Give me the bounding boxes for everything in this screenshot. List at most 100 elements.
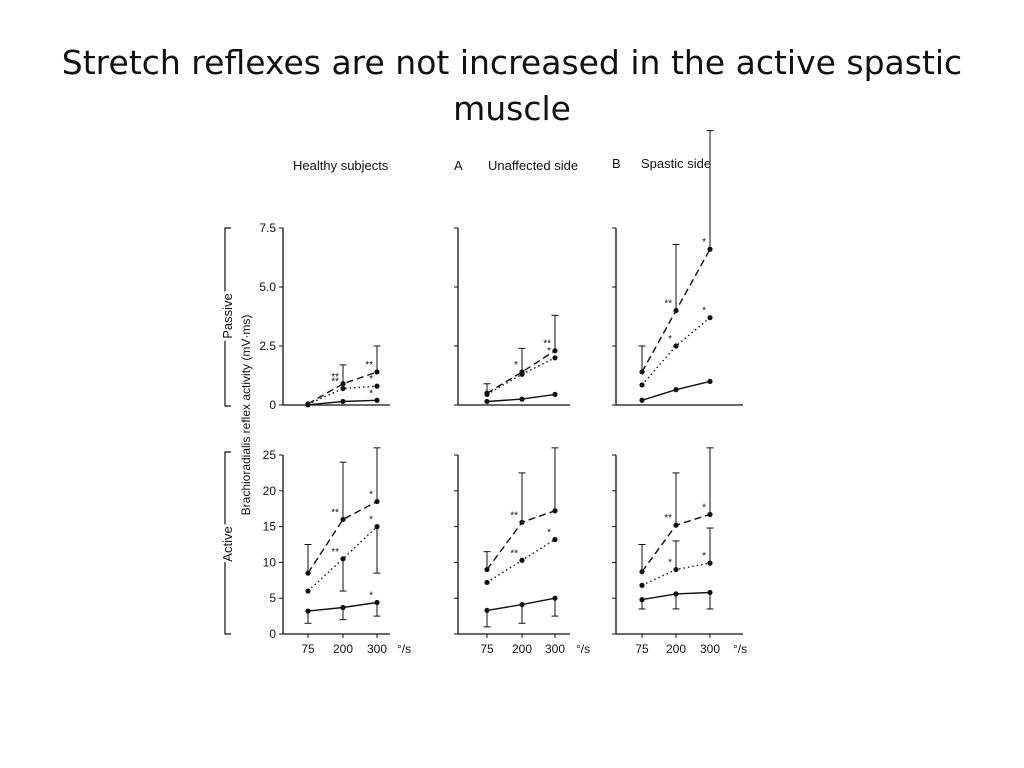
active-panel-3-dotted-series-point [707, 560, 713, 566]
significance-mark: * [702, 502, 706, 513]
active-panel-1-dashed-series-point [340, 516, 346, 523]
passive-panel-3-solid-series-point [707, 378, 713, 384]
active-panel-2-dashed-series-point [484, 566, 490, 573]
passive-panel-3-dotted-series-point [673, 343, 679, 349]
passive-panel-1-dashed-series-point [340, 381, 346, 387]
active-panel-1-solid-series-point [374, 599, 380, 606]
passive-panel-1-solid-series-point [340, 398, 346, 405]
passive-panel-1-solid-series-point [374, 397, 380, 403]
row-label-passive: Passive [220, 293, 235, 339]
passive-panel-1-dotted-series-point [374, 383, 380, 389]
significance-mark: * [369, 590, 373, 601]
active-panel-1-dashed-series-line [307, 500, 378, 574]
active-panel-3-dotted-series-point [673, 566, 679, 573]
active-panel-1-dotted-series-point [340, 556, 346, 562]
active-panel-2-dotted-series-point [484, 579, 490, 586]
passive-panel-3-dotted-series-point [707, 315, 713, 321]
passive-panel-1-solid-series-point [305, 402, 311, 408]
slide-title-line-1: Stretch reflexes are not increased in th… [61, 43, 963, 82]
passive-panel-1-dashed-series-point [374, 369, 380, 375]
significance-mark: ** [664, 299, 672, 310]
significance-mark: * [547, 346, 551, 357]
passive-panel-2-dotted-series-point [552, 355, 558, 361]
active-panel-1-dashed-series-point [374, 498, 380, 505]
slide-title: Stretch reflexes are not increased in th… [40, 40, 984, 132]
row-label-active: Active [220, 526, 235, 561]
significance-mark: * [668, 558, 672, 569]
active-panel-2-solid-series-point [552, 595, 558, 601]
y-tick-label: 20 [263, 484, 277, 498]
y-tick-label: 0 [269, 398, 276, 412]
active-panel-3-dashed-series-point [707, 511, 713, 518]
active-panel-1-dotted-series-point [305, 588, 311, 594]
x-tick-label: 300 [367, 642, 387, 656]
column-title-healthy: Healthy subjects [293, 158, 389, 173]
y-tick-label: 5 [269, 591, 276, 605]
active-panel-3-solid-series-point [639, 597, 645, 603]
significance-mark: * [369, 515, 373, 526]
active-panel-2-dotted-series-point [552, 536, 558, 543]
active-panel-1-solid-series-point [305, 608, 311, 614]
x-unit-label-spastic: °/s [733, 642, 747, 656]
active-panel-2-dashed-series-point [552, 508, 558, 514]
x-unit-label-unaffected: °/s [576, 642, 590, 656]
passive-panel-1-dashed-series-line [307, 371, 378, 405]
significance-mark: ** [331, 372, 339, 383]
passive-panel-1-dotted-series-point [340, 385, 346, 392]
y-tick-label: 15 [263, 520, 277, 534]
passive-panel-3-solid-series-point [639, 397, 645, 403]
passive-panel-3-dashed-series-point [707, 246, 713, 252]
passive-panel-2-dashed-series-point [552, 348, 558, 354]
column-title-unaffected: Unaffected side [488, 158, 578, 173]
active-panel-3-dotted-series-point [639, 582, 645, 588]
significance-mark: ** [543, 339, 551, 350]
significance-mark: * [702, 551, 706, 562]
y-tick-label: 7.5 [259, 221, 276, 235]
significance-mark: * [514, 360, 518, 371]
y-axis-label: Brachioradialis reflex activity (mV·ms) [239, 315, 253, 516]
active-panel-2-solid-series-point [484, 607, 490, 613]
significance-mark: * [668, 334, 672, 345]
significance-mark: * [369, 374, 373, 385]
significance-mark: ** [365, 360, 373, 371]
active-panel-1-dashed-series-point [305, 570, 311, 576]
y-tick-label: 5.0 [259, 280, 276, 294]
passive-panel-2-dotted-series-point [484, 391, 490, 397]
x-unit-label-healthy: °/s [397, 642, 411, 656]
active-panel-1-solid-series-point [340, 604, 346, 611]
y-tick-label: 0 [269, 627, 276, 641]
significance-mark: ** [331, 547, 339, 558]
x-tick-label: 200 [512, 642, 532, 656]
y-tick-label: 2.5 [259, 339, 276, 353]
y-tick-label: 10 [263, 555, 277, 569]
significance-mark: ** [510, 510, 518, 521]
passive-panel-3-dashed-series-point [639, 369, 645, 375]
active-panel-3-solid-series-point [707, 589, 713, 596]
active-panel-2-dotted-series-point [519, 557, 525, 563]
active-panel-2-solid-series-point [519, 602, 525, 608]
active-panel-3-dashed-series-point [673, 522, 679, 528]
significance-mark: ** [510, 548, 518, 559]
significance-mark: * [369, 388, 373, 399]
column-letter-b: B [612, 156, 621, 171]
passive-panel-2-solid-series-point [484, 398, 490, 405]
passive-panel-2-solid-series-point [519, 396, 525, 402]
x-tick-label: 75 [301, 642, 315, 656]
x-tick-label: 75 [635, 642, 649, 656]
significance-mark: * [369, 490, 373, 501]
significance-mark: * [547, 527, 551, 538]
passive-panel-2-dashed-series-line [486, 350, 556, 394]
column-letter-a: A [454, 158, 463, 173]
x-tick-label: 300 [700, 642, 720, 656]
passive-panel-3-dotted-series-line [641, 317, 711, 386]
significance-mark: * [702, 306, 706, 317]
active-row-bracket [224, 451, 231, 635]
y-tick-label: 25 [263, 448, 277, 462]
x-tick-label: 200 [333, 642, 353, 656]
x-tick-label: 200 [666, 642, 686, 656]
x-tick-label: 300 [545, 642, 565, 656]
significance-mark: ** [331, 376, 339, 387]
